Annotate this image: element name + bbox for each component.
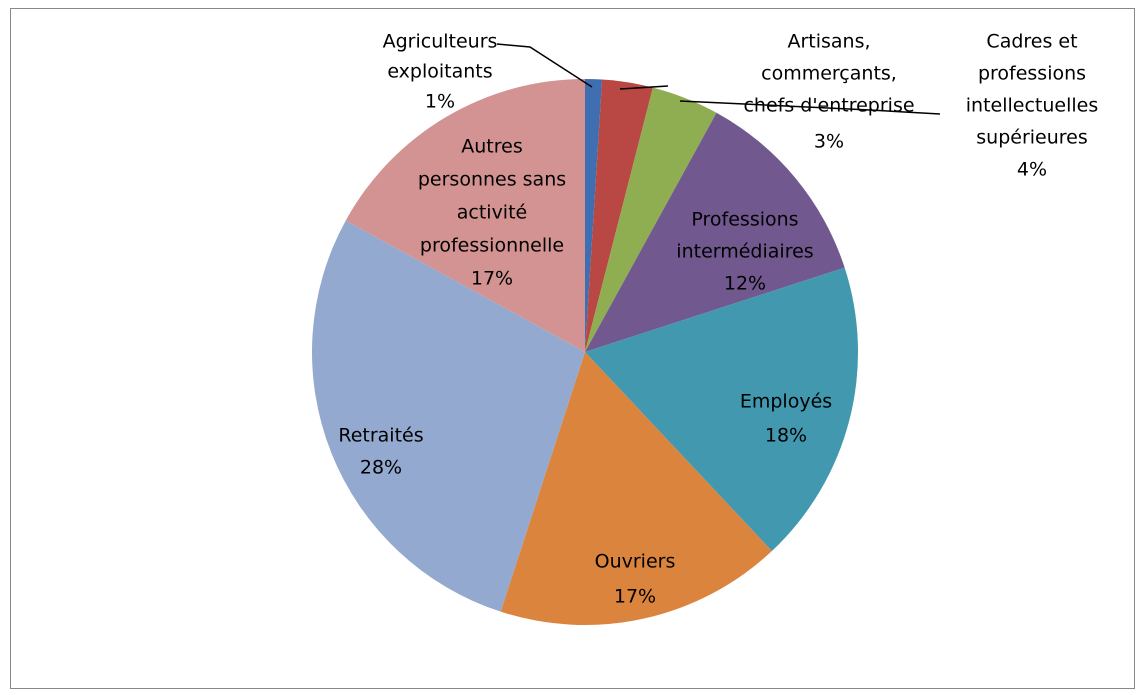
pie-slice [585, 79, 653, 353]
slice-label: chefs d'entreprise [743, 95, 914, 117]
pie-slice [345, 79, 585, 352]
leader-line [679, 100, 941, 115]
slice-label: exploitants [387, 61, 492, 83]
slice-label: Agriculteurs [383, 31, 498, 53]
slice-label: professions [978, 63, 1086, 85]
slice-label: Employés [740, 391, 832, 413]
value-label: 1% [425, 91, 455, 113]
pie-slice [312, 220, 585, 612]
pie-slice [585, 267, 858, 552]
slice-label: activité [457, 202, 527, 224]
slice-label: intellectuelles [966, 95, 1098, 117]
slice-label: intermédiaires [676, 241, 813, 263]
slice-label: Retraités [338, 425, 423, 447]
value-label: 17% [471, 268, 513, 290]
slice-label: commerçants, [761, 63, 897, 85]
slice-label: Cadres et [986, 31, 1077, 53]
slice-label: professionnelle [420, 235, 564, 257]
value-label: 4% [1017, 159, 1047, 181]
pie-slice [585, 87, 717, 353]
value-label: 18% [765, 425, 807, 447]
slice-label: Autres [461, 136, 522, 158]
value-label: 28% [360, 457, 402, 479]
slice-label: Professions [691, 209, 798, 231]
pie-slice [500, 352, 772, 625]
value-label: 17% [614, 586, 656, 608]
leader-line [496, 43, 593, 88]
pie-slice [585, 79, 603, 352]
pie-slice [585, 112, 845, 352]
leader-line [619, 85, 669, 90]
value-label: 12% [724, 273, 766, 295]
slice-label: supérieures [976, 127, 1088, 149]
slice-label: personnes sans [418, 169, 566, 191]
value-label: 3% [814, 131, 844, 153]
slice-label: Artisans, [787, 31, 870, 53]
slice-label: Ouvriers [595, 551, 676, 573]
